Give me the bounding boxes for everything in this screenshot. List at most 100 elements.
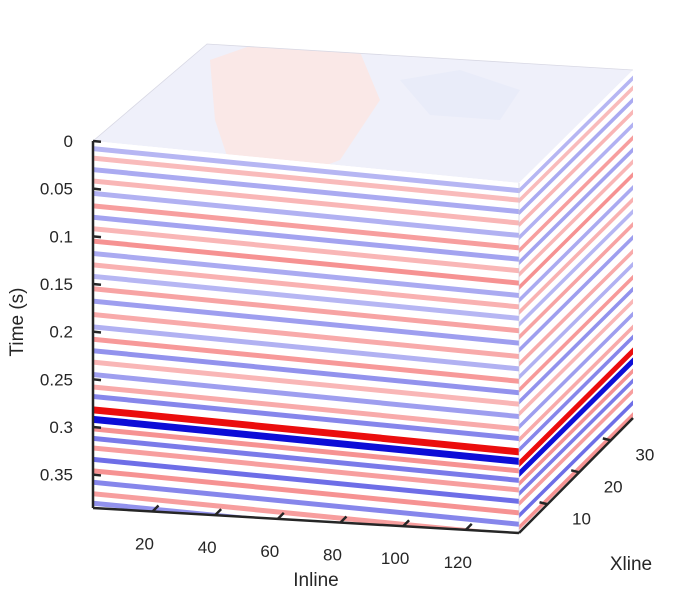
inline-axis-title: Inline [293,570,338,591]
time-tick-mark [92,378,102,382]
xline-reflector-band [519,221,633,340]
inline-reflector-band [93,178,519,226]
inline-reflector-band [93,359,519,407]
time-tick-label: 0.35 [40,466,73,485]
xline-reflector-band [519,75,633,194]
inline-reflector-band [93,311,519,359]
xline-reflector-band [519,324,633,443]
inline-reflector-band [93,426,519,474]
inline-tick-mark [276,511,285,520]
xline-tick-label: 10 [572,509,591,528]
xline-reflector-band [519,185,633,304]
xline-reflector-band [519,261,633,380]
inline-reflector-band [93,286,519,334]
time-tick-mark [92,425,102,430]
inline-reflector-band [93,226,519,274]
cube-edge-top-back [92,43,634,142]
xline-tick-label: 20 [604,477,623,496]
top-face-red-patch [210,46,380,175]
inline-reflector-band [93,190,519,238]
inline-reflector-band [93,238,519,286]
inline-reflector-band [93,468,519,516]
xline-tick-mark [570,469,580,474]
time-slice-top-face [93,44,633,183]
xline-reflector-band [519,311,633,430]
xline-reflector-band [519,208,633,327]
xline-reflector-band [519,274,633,393]
inline-tick-mark [214,508,223,517]
time-tick-mark [92,235,102,239]
xline-reflector-band [519,357,633,478]
inline-tick-label: 100 [381,549,409,568]
xline-reflector-band [519,196,633,315]
inline-reflector-band [93,250,519,298]
xline-tick-mark [602,437,612,442]
time-tick-mark [92,282,102,287]
xline-axis-line [518,417,634,534]
top-face-blue-patch [400,70,520,120]
xline-reflector-band [519,378,633,497]
inline-reflector-band [93,262,519,310]
inline-front-face [93,141,519,533]
xline-reflector-band [519,122,633,241]
time-axis-title: Time (s) [7,288,28,357]
inline-reflector-band [93,415,519,465]
xline-reflector-band [519,286,633,405]
inline-reflector-band [93,393,519,441]
inline-reflector-band [93,298,519,346]
inline-axis-line [92,506,520,535]
inline-tick-mark [339,515,348,524]
time-tick-label: 0.1 [49,227,73,246]
time-tick-label: 0.3 [49,418,73,437]
time-tick-mark [92,139,102,144]
xline-reflector-band [519,298,633,417]
axes: 0 0.05 0.1 0.15 0.2 0.25 0.3 0.35 20 40 60 80 100 12… [40,132,654,572]
xline-reflector-band [519,400,633,519]
inline-reflector-band [93,273,519,321]
xline-tick-mark [539,501,548,506]
xline-reflector-band [519,248,633,367]
inline-reflector-band [93,214,519,262]
inline-reflector-band [93,445,519,493]
inline-reflector-band [93,372,519,420]
time-tick-label: 0.15 [40,275,73,294]
xline-reflector-band [519,172,633,291]
time-axis-ticks: 0 0.05 0.1 0.15 0.2 0.25 0.3 0.35 [40,132,102,485]
time-tick-mark [92,187,102,191]
inline-reflector-band [93,336,519,384]
xline-reflector-band [519,368,633,487]
inline-reflector-band [93,203,519,251]
xline-reflector-band [519,85,633,204]
inline-tick-mark [464,522,473,531]
inline-tick-label: 80 [323,546,342,565]
inline-reflector-band [93,167,519,215]
inline-reflector-band [93,384,519,432]
xline-reflector-band [519,159,633,278]
inline-tick-label: 60 [260,542,279,561]
inline-tick-label: 20 [135,534,154,553]
xline-axis-title: Xline [610,554,652,575]
xline-reflector-band [519,147,633,266]
time-tick-label: 0.05 [40,180,73,199]
inline-axis-ticks: 20 40 60 80 100 120 [135,504,473,572]
inline-reflector-band [93,324,519,372]
inline-reflector-band [93,435,519,483]
inline-tick-label: 40 [198,538,217,557]
xline-tick-label: 30 [635,445,654,464]
inline-reflector-band [93,456,519,504]
inline-tick-label: 120 [444,553,472,572]
inline-tick-mark [151,504,160,513]
xline-reflector-band [519,347,633,468]
xline-reflector-band [519,135,633,254]
xline-reflector-band [519,109,633,228]
time-tick-mark [92,330,102,334]
inline-reflector-band [93,479,519,527]
inline-reflector-band [93,348,519,396]
inline-tick-mark [402,519,410,528]
xline-reflector-band [519,334,633,453]
time-tick-mark [92,473,102,477]
xline-axis-ticks: 10 20 30 [539,437,654,528]
inline-reflector-band [93,406,519,456]
